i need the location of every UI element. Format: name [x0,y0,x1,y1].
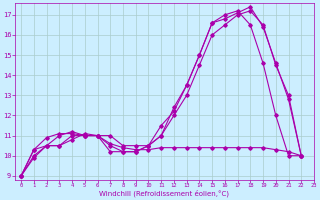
X-axis label: Windchill (Refroidissement éolien,°C): Windchill (Refroidissement éolien,°C) [100,190,229,197]
